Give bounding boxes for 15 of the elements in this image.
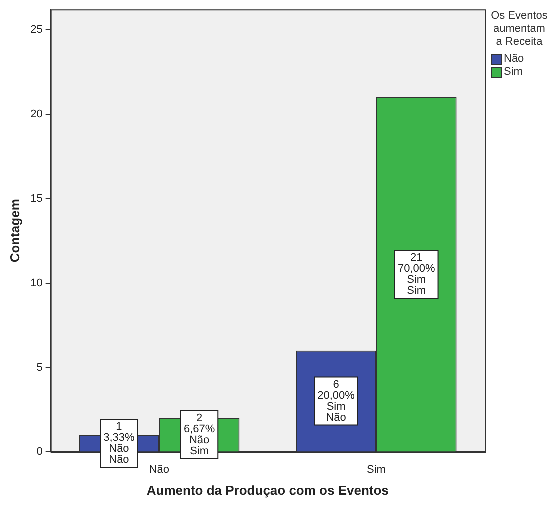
y-tick-label: 25 (30, 24, 43, 36)
legend-title: Os Eventos aumentam a Receita (491, 10, 548, 49)
y-tick-label: 5 (36, 362, 43, 374)
y-axis-title: Contagem (7, 199, 22, 263)
data-label: 2 6,67% Não Sim (184, 412, 216, 458)
y-tick-label: 0 (36, 446, 43, 458)
data-label: 1 3,33% Não Não (104, 421, 136, 466)
x-axis-title: Aumento da Produçao com os Eventos (146, 482, 389, 498)
data-label: 6 20,00% Sim Não (318, 378, 356, 424)
legend-label: Não (504, 53, 524, 66)
y-tick-label: 20 (30, 108, 43, 120)
data-label: 21 70,00% Sim Sim (398, 252, 436, 298)
y-tick-label: 15 (30, 192, 43, 205)
legend-label: Sim (504, 66, 523, 79)
y-tick-label: 10 (30, 277, 43, 290)
